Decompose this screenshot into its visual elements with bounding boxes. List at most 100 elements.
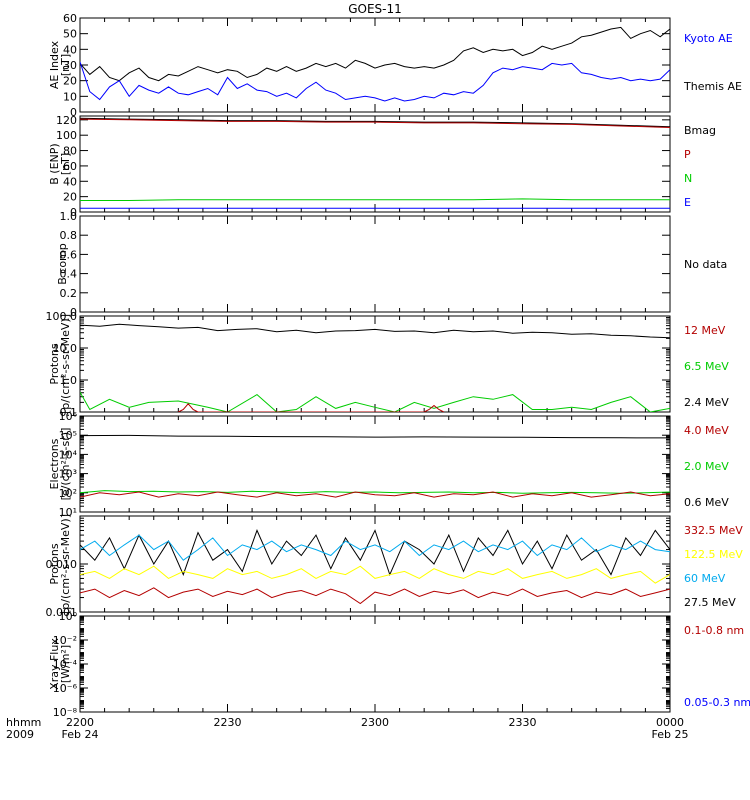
y-tick-label: 40 xyxy=(63,43,77,56)
legend-label: N xyxy=(684,172,692,185)
y-tick-label: 10² xyxy=(59,487,77,500)
y-tick-label: 10⁵ xyxy=(59,429,77,442)
y-tick-label: 60 xyxy=(63,12,77,25)
panel-frame xyxy=(79,215,671,313)
panel-bcomp: 0 0.2 0.4 0.6 0.8 1.0 B comp No data xyxy=(56,210,727,319)
legend-label: 0.05-0.3 nm xyxy=(684,696,750,709)
y-tick-label: 20 xyxy=(63,75,77,88)
legend-label: 6.5 MeV xyxy=(684,360,729,373)
legend-label: Kyoto AE xyxy=(684,32,733,45)
y-tick-label: 10³ xyxy=(59,468,77,481)
legend-label: E xyxy=(684,196,691,209)
y-tick-label: 10⁴ xyxy=(59,448,78,461)
y-tick-label: 60 xyxy=(63,160,77,173)
y-tick-label: 10⁻⁶ xyxy=(53,682,78,695)
y-axis-label: AE Index xyxy=(48,40,61,89)
legend-label: Themis AE xyxy=(683,80,742,93)
y-tick-label: 0.2 xyxy=(60,287,78,300)
series-line-0-6-mev xyxy=(80,434,670,439)
y-tick-label: 0 xyxy=(70,306,77,319)
series-line-p xyxy=(80,118,670,128)
y-tick-label: 0.8 xyxy=(60,229,78,242)
y-axis-label: Protons xyxy=(48,343,61,384)
legend-label: 12 MeV xyxy=(684,324,726,337)
y-axis-label: [nT] xyxy=(59,54,72,76)
y-tick-label: 1.0 xyxy=(60,210,78,223)
legend-label: 0.1-0.8 nm xyxy=(684,624,744,637)
y-tick-label: 10 xyxy=(63,90,77,103)
y-tick-label: 10¹ xyxy=(59,506,77,519)
legend-label: 122.5 MeV xyxy=(684,548,743,561)
panel-protons_low: 0.1 1.0 10.0 100.0 Protons[p/(cm²-s-sr-MeV)]… xyxy=(46,310,730,419)
panel-frame xyxy=(79,615,671,713)
y-axis-label: Electrons xyxy=(48,438,61,489)
series-line-themis-ae xyxy=(80,26,670,82)
y-tick-label: 10.0 xyxy=(53,342,78,355)
y-tick-label: 50 xyxy=(63,28,77,41)
x-tick-label: 2330 xyxy=(509,716,537,729)
y-tick-label: 10⁰ xyxy=(59,610,78,623)
legend-label: No data xyxy=(684,258,727,271)
x-tick-label: 2200 xyxy=(66,716,94,729)
y-tick-label: 0.4 xyxy=(60,268,78,281)
series-line-6-5-mev xyxy=(80,391,670,412)
y-axis-label: [p/(cm²-s-sr-MeV)] xyxy=(59,314,72,414)
x-tick-date: Feb 24 xyxy=(62,728,99,741)
legend-label: 2.4 MeV xyxy=(684,396,729,409)
series-line-4-0-mev xyxy=(80,491,670,498)
y-tick-label: 20 xyxy=(63,191,77,204)
y-tick-label: 100 xyxy=(56,129,77,142)
y-axis-label: Protons xyxy=(48,543,61,584)
panel-xray: 10⁻⁸ 10⁻⁶ 10⁻⁴ 10⁻² 10⁰ Xray Flux[W/m²] 0.1-0.… xyxy=(48,610,750,719)
chart-title: GOES-11 xyxy=(348,2,402,16)
y-tick-label: 0 xyxy=(70,106,77,119)
y-axis-label: Xray Flux xyxy=(48,638,61,690)
legend-label: 0.6 MeV xyxy=(684,496,729,509)
y-axis-label: [e/(cm²-s-sr)] xyxy=(59,428,72,501)
y-tick-label: 0.6 xyxy=(60,248,78,261)
panel-frame xyxy=(79,415,671,513)
y-tick-label: 0.1 xyxy=(60,406,78,419)
legend-label: 27.5 MeV xyxy=(684,596,736,609)
x-tick-label: 2230 xyxy=(214,716,242,729)
y-tick-label: 10⁶ xyxy=(59,410,78,423)
series-line-n xyxy=(80,198,670,201)
legend-label: 2.0 MeV xyxy=(684,460,729,473)
y-tick-label: 10⁻² xyxy=(53,634,77,647)
panel-ae: 0 10 20 30 40 50 60 AE Index[nT] Kyoto AE Themis … xyxy=(48,12,742,119)
y-tick-label: 1.0 xyxy=(60,374,78,387)
series-line-2-4-mev xyxy=(80,323,670,339)
panel-frame xyxy=(79,315,671,413)
y-tick-label: 80 xyxy=(63,145,77,158)
y-axis-label: [p/(cm²-s-sr-MeV)] xyxy=(59,514,72,614)
legend-label: P xyxy=(684,148,691,161)
series-line-60-mev xyxy=(80,534,670,561)
y-axis-label: B (ENP) xyxy=(48,143,61,184)
x-tick-label: 2300 xyxy=(361,716,389,729)
y-tick-label: 10⁻⁸ xyxy=(53,706,78,719)
y-tick-label: 40 xyxy=(63,175,77,188)
series-line-12-mev xyxy=(178,403,445,412)
y-tick-label: 100.0 xyxy=(46,310,78,323)
y-axis-label: [W/m²] xyxy=(59,645,72,683)
legend-label: 60 MeV xyxy=(684,572,726,585)
series-line-2-0-mev xyxy=(80,490,670,494)
panel-electrons: 10¹ 10² 10³ 10⁴ 10⁵ 10⁶ Electrons[e/(cm²-s-sr)… xyxy=(48,410,729,519)
series-line-kyoto-ae xyxy=(80,61,670,102)
x-tick-date: Feb 25 xyxy=(652,728,689,741)
y-tick-label: 0 xyxy=(70,206,77,219)
panel-b: 0 20 40 60 80 100 120 B (ENP)[nT] Bmag PNE xyxy=(48,114,716,219)
y-axis-label: B comp xyxy=(56,243,69,285)
time-prefix-hhmm: hhmm xyxy=(6,716,41,729)
legend-label: Bmag xyxy=(684,124,716,137)
legend-label: 4.0 MeV xyxy=(684,424,729,437)
y-tick-label: 0.010 xyxy=(46,558,78,571)
series-line-332-5-mev xyxy=(80,587,670,605)
x-tick-label: 0000 xyxy=(656,716,684,729)
y-tick-label: 30 xyxy=(63,59,77,72)
y-axis-label: [nT] xyxy=(59,153,72,175)
y-tick-label: 120 xyxy=(56,114,77,127)
legend-label: 332.5 MeV xyxy=(684,524,743,537)
